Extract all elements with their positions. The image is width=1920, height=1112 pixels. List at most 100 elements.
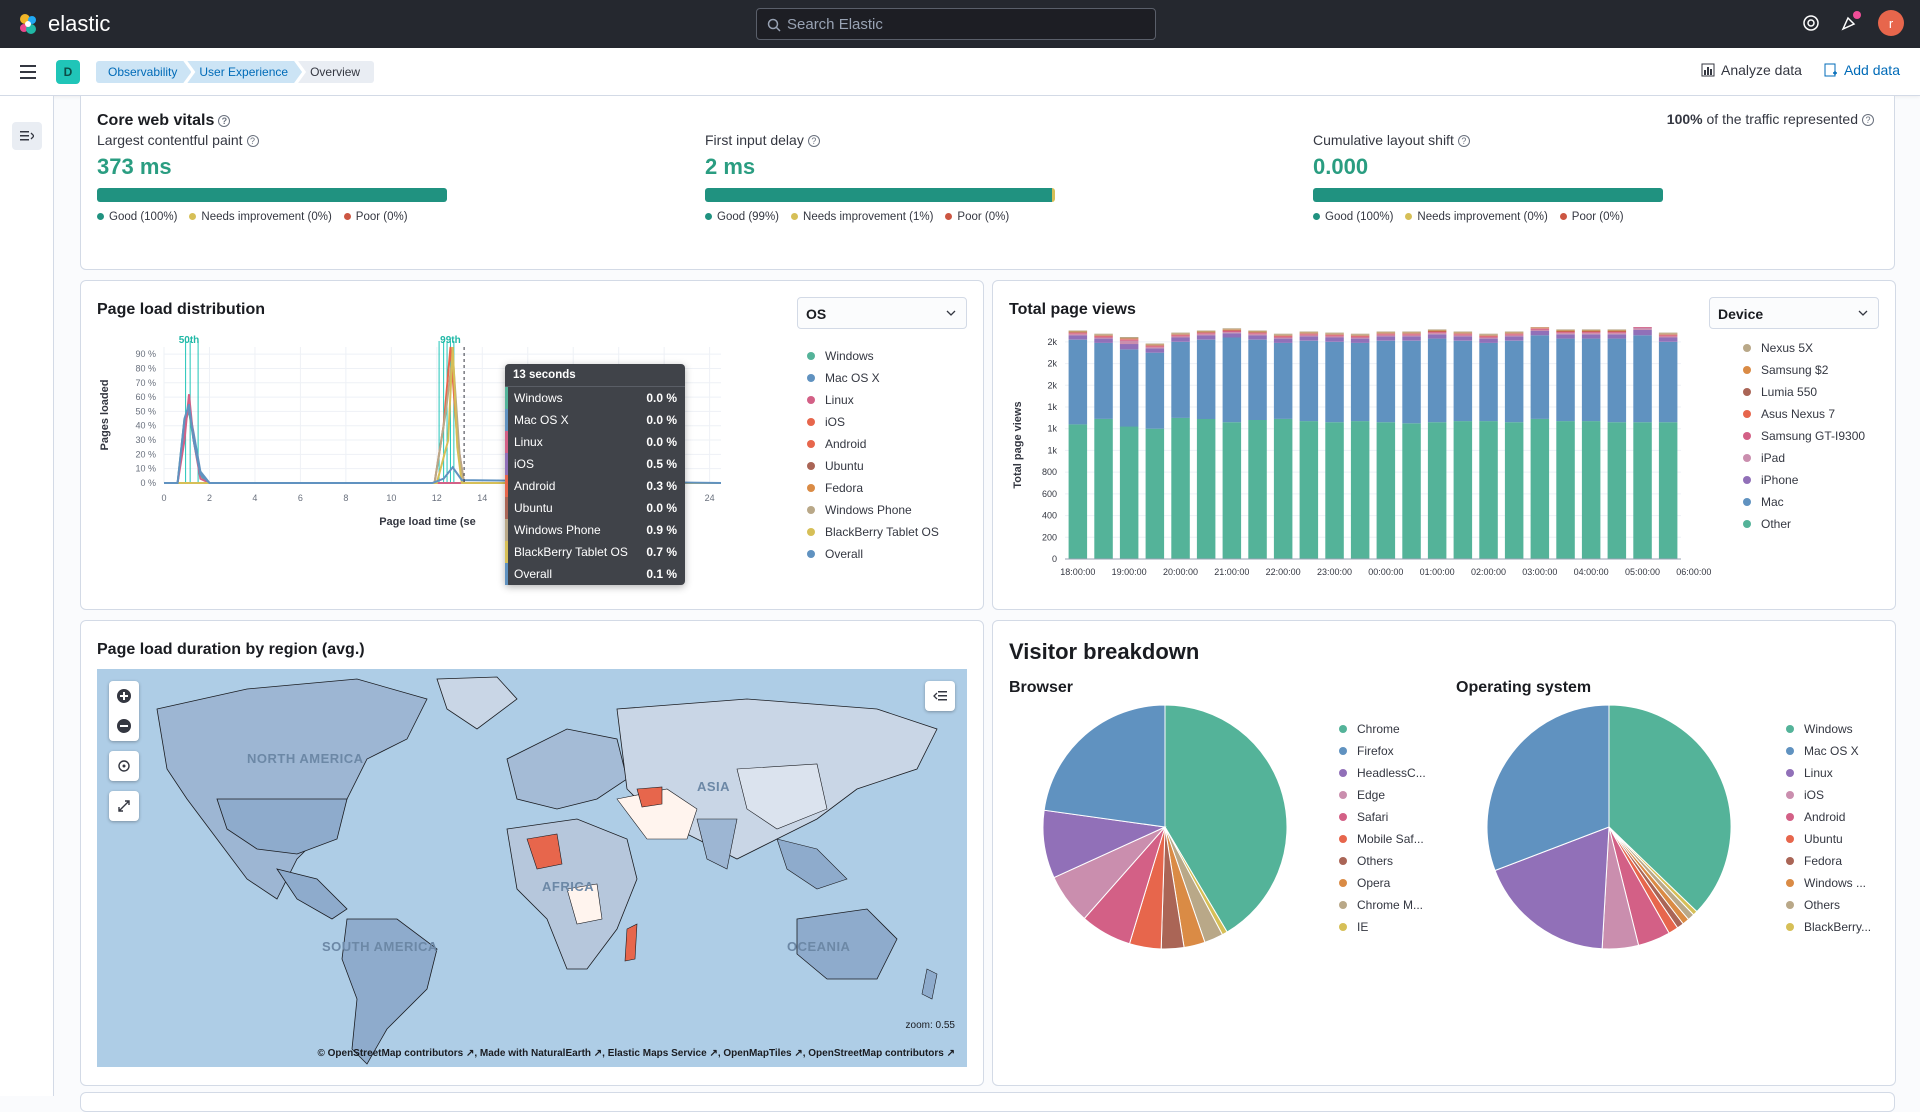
bar-segment-nexus-5x[interactable] (1402, 332, 1421, 333)
bar-segment-mac[interactable] (1428, 339, 1447, 423)
bar-segment-samsung-2[interactable] (1608, 331, 1627, 332)
bar-segment-samsung-2[interactable] (1428, 331, 1447, 332)
legend-item[interactable]: iPhone (1743, 469, 1865, 491)
vital-distribution-bar[interactable] (705, 188, 1055, 202)
bar-segment-ipad[interactable] (1608, 333, 1627, 334)
vital-legend-item[interactable]: Good (100%) (1313, 211, 1393, 223)
bar-segment-lumia-550[interactable] (1659, 334, 1678, 335)
bar-segment-samsung-2[interactable] (1377, 333, 1396, 334)
bar-segment-samsung-gt-i9300[interactable] (1633, 327, 1652, 328)
legend-item[interactable]: Fedora (807, 477, 939, 499)
bar-segment-asus-nexus-7[interactable] (1248, 333, 1267, 334)
bar-segment-mac[interactable] (1094, 343, 1113, 419)
space-avatar[interactable]: D (56, 60, 80, 84)
fit-bounds-button[interactable] (109, 751, 139, 781)
legend-item[interactable]: Windows ... (1786, 872, 1871, 894)
bar-segment-samsung-gt-i9300[interactable] (1479, 336, 1498, 337)
bar-segment-asus-nexus-7[interactable] (1325, 335, 1344, 336)
legend-item[interactable]: iOS (807, 411, 939, 433)
bar-segment-lumia-550[interactable] (1377, 333, 1396, 334)
bar-segment-samsung-gt-i9300[interactable] (1556, 332, 1575, 333)
bar-segment-iphone[interactable] (1223, 333, 1242, 337)
bar-segment-samsung-gt-i9300[interactable] (1274, 336, 1293, 337)
legend-item[interactable]: Windows (1786, 718, 1871, 740)
bar-segment-samsung-2[interactable] (1505, 333, 1524, 334)
info-icon[interactable]: ? (247, 135, 259, 147)
legend-item[interactable]: IE (1339, 916, 1426, 938)
bar-segment-lumia-550[interactable] (1351, 335, 1370, 336)
bar-segment-nexus-5x[interactable] (1428, 329, 1447, 330)
legend-item[interactable]: BlackBerry Tablet OS (807, 521, 939, 543)
bar-segment-samsung-gt-i9300[interactable] (1505, 334, 1524, 335)
bar-segment-iphone[interactable] (1608, 334, 1627, 338)
bar-segment-iphone[interactable] (1171, 338, 1190, 342)
page-load-chart[interactable]: 0 %10 %20 %30 %40 %50 %60 %70 %80 %90 %0… (91, 331, 791, 601)
bar-segment-mac[interactable] (1608, 339, 1627, 423)
bar-segment-lumia-550[interactable] (1248, 332, 1267, 333)
bar-segment-asus-nexus-7[interactable] (1197, 333, 1216, 334)
bar-segment-samsung-2[interactable] (1094, 335, 1113, 336)
collapse-nav-button[interactable] (12, 122, 42, 150)
bar-segment-other[interactable] (1351, 421, 1370, 559)
bar-segment-asus-nexus-7[interactable] (1120, 339, 1139, 340)
bar-segment-asus-nexus-7[interactable] (1402, 334, 1421, 335)
bar-segment-mac[interactable] (1556, 339, 1575, 422)
bar-segment-iphone[interactable] (1094, 339, 1113, 343)
bar-segment-mac[interactable] (1120, 350, 1139, 427)
bar-segment-samsung-2[interactable] (1402, 333, 1421, 334)
bar-segment-mac[interactable] (1300, 341, 1319, 421)
bar-segment-lumia-550[interactable] (1505, 333, 1524, 334)
zoom-in-button[interactable] (116, 681, 132, 711)
bar-segment-other[interactable] (1454, 421, 1473, 559)
vital-legend-item[interactable]: Poor (0%) (1560, 211, 1624, 223)
bar-segment-nexus-5x[interactable] (1479, 334, 1498, 335)
legend-item[interactable]: HeadlessC... (1339, 762, 1426, 784)
map-attribution[interactable]: © OpenStreetMap contributors ↗, Made wit… (317, 1048, 955, 1059)
bar-segment-asus-nexus-7[interactable] (1608, 332, 1627, 333)
bar-segment-lumia-550[interactable] (1094, 335, 1113, 336)
menu-icon[interactable] (20, 65, 36, 79)
bar-segment-nexus-5x[interactable] (1197, 331, 1216, 332)
zoom-out-button[interactable] (116, 711, 132, 741)
bar-segment-lumia-550[interactable] (1197, 332, 1216, 333)
bar-segment-iphone[interactable] (1248, 335, 1267, 339)
bar-segment-iphone[interactable] (1556, 334, 1575, 338)
bar-segment-samsung-gt-i9300[interactable] (1248, 333, 1267, 334)
bar-segment-ipad[interactable] (1223, 332, 1242, 333)
bar-segment-asus-nexus-7[interactable] (1223, 331, 1242, 332)
bar-segment-asus-nexus-7[interactable] (1479, 336, 1498, 337)
bar-segment-samsung-gt-i9300[interactable] (1377, 334, 1396, 335)
region-map[interactable]: NORTH AMERICA SOUTH AMERICA AFRICA ASIA … (97, 669, 967, 1067)
bar-segment-ipad[interactable] (1454, 335, 1473, 336)
legend-item[interactable]: Mac (1743, 491, 1865, 513)
bar-segment-mac[interactable] (1325, 342, 1344, 422)
os-pie-chart[interactable] (1479, 697, 1739, 957)
bar-segment-iphone[interactable] (1659, 338, 1678, 342)
vital-legend-item[interactable]: Good (100%) (97, 211, 177, 223)
bar-segment-iphone[interactable] (1582, 334, 1601, 338)
bar-segment-iphone[interactable] (1069, 335, 1088, 339)
bar-segment-nexus-5x[interactable] (1377, 332, 1396, 333)
bar-segment-iphone[interactable] (1531, 331, 1550, 335)
bar-segment-ipad[interactable] (1351, 338, 1370, 339)
bar-segment-other[interactable] (1582, 421, 1601, 559)
bar-segment-nexus-5x[interactable] (1274, 334, 1293, 335)
bar-segment-lumia-550[interactable] (1582, 331, 1601, 332)
bar-segment-iphone[interactable] (1505, 336, 1524, 340)
bar-segment-samsung-2[interactable] (1454, 333, 1473, 334)
bar-segment-mac[interactable] (1505, 341, 1524, 422)
bar-segment-iphone[interactable] (1479, 339, 1498, 343)
legend-item[interactable]: Samsung GT-I9300 (1743, 425, 1865, 447)
bar-segment-iphone[interactable] (1402, 336, 1421, 340)
vital-legend-item[interactable]: Poor (0%) (945, 211, 1009, 223)
bar-segment-samsung-2[interactable] (1325, 334, 1344, 335)
bar-segment-ipad[interactable] (1094, 338, 1113, 339)
bar-segment-mac[interactable] (1402, 341, 1421, 424)
bar-segment-samsung-gt-i9300[interactable] (1531, 329, 1550, 330)
bar-segment-nexus-5x[interactable] (1248, 331, 1267, 332)
bar-segment-mac[interactable] (1377, 341, 1396, 422)
bar-segment-ipad[interactable] (1582, 333, 1601, 334)
legend-item[interactable]: Fedora (1786, 850, 1871, 872)
bar-segment-samsung-2[interactable] (1300, 333, 1319, 334)
device-select[interactable]: Device (1709, 297, 1879, 329)
